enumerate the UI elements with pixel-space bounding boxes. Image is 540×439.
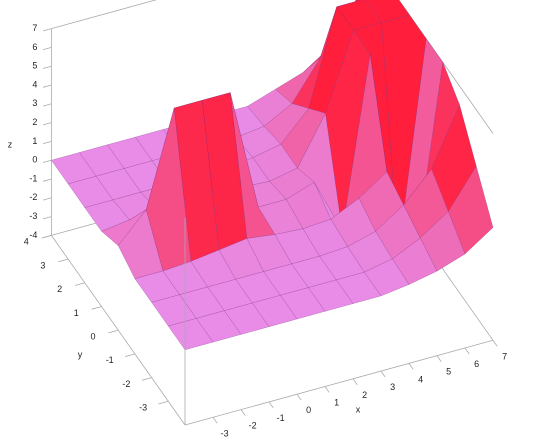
x-tick-label: -3 — [221, 428, 229, 438]
surface-cell — [419, 211, 466, 272]
x-tick-label: 4 — [418, 374, 423, 384]
x-tick — [464, 347, 470, 355]
surface-cell — [325, 29, 371, 232]
x-tick — [296, 393, 302, 401]
z-tick — [42, 122, 52, 126]
y-tick — [74, 282, 85, 286]
surface-cell — [106, 136, 153, 169]
z-tick — [42, 178, 52, 182]
x-tick — [212, 417, 218, 424]
surface-cell — [269, 167, 315, 200]
y-tick-label: 3 — [40, 260, 45, 270]
z-tick-label: 5 — [32, 61, 37, 71]
surface-cell — [381, 14, 427, 254]
surface-cell — [307, 279, 354, 312]
x-tick-label: 2 — [362, 390, 367, 400]
z-tick — [42, 103, 52, 107]
z-tick — [42, 84, 52, 88]
x-tick-label: -2 — [249, 421, 257, 431]
x-tick — [436, 355, 442, 362]
z-tick — [42, 159, 52, 163]
y-tick — [158, 400, 169, 405]
x-tick-label: 7 — [502, 351, 507, 361]
y-axis-label: y — [78, 349, 83, 359]
z-tick-label: 0 — [32, 155, 37, 165]
z-tick-label: -2 — [29, 192, 37, 202]
y-tick-label: 4 — [24, 237, 29, 247]
x-tick — [240, 409, 246, 416]
surface-cell — [274, 228, 320, 265]
surface-cell — [134, 270, 181, 303]
x-axis-label: x — [356, 404, 361, 414]
surface-cell — [336, 0, 382, 31]
y-tick — [58, 258, 69, 263]
surface-cell — [448, 165, 494, 255]
y-tick-label: 0 — [90, 332, 95, 342]
surface-cell — [78, 144, 125, 177]
z-tick — [42, 28, 52, 32]
surface-cell — [251, 295, 298, 327]
y-tick — [108, 329, 119, 334]
y-tick-label: -3 — [139, 403, 147, 413]
z-tick-label: 7 — [32, 23, 37, 33]
x-tick-label: 3 — [390, 382, 395, 392]
x-tick-label: 1 — [334, 397, 339, 407]
x-tick — [268, 401, 274, 409]
z-tick — [42, 47, 52, 51]
x-tick-label: 6 — [474, 359, 479, 369]
z-tick-label: 3 — [32, 98, 37, 108]
y-tick-label: -1 — [106, 355, 114, 365]
surface-cell — [167, 318, 214, 351]
surface-cell — [365, 0, 410, 23]
x-tick — [380, 370, 386, 378]
surface-cell — [358, 171, 404, 232]
y-tick-label: -2 — [122, 379, 130, 389]
z-tick-label: -4 — [29, 230, 37, 240]
surface-cell — [274, 58, 321, 104]
z-tick-label: 1 — [32, 136, 37, 146]
z-tick — [42, 141, 52, 145]
z-tick-label: 6 — [32, 42, 37, 52]
y-tick — [91, 306, 102, 310]
x-tick — [408, 363, 414, 370]
z-tick-label: 4 — [32, 79, 37, 89]
z-tick — [42, 235, 52, 239]
z-axis-label: z — [8, 139, 13, 149]
surface-cell — [195, 310, 242, 343]
x-tick-label: -1 — [277, 413, 285, 423]
surface-cell — [280, 108, 326, 169]
box-edge — [51, 0, 157, 29]
surface-cell — [50, 152, 97, 185]
z-tick-label: -3 — [29, 211, 37, 221]
surface-cell — [67, 175, 114, 208]
x-tick — [324, 386, 330, 393]
x-tick — [352, 378, 358, 385]
box-edge — [184, 339, 494, 426]
surface-cell — [391, 237, 438, 285]
surface-cell — [308, 6, 354, 114]
surface-cell — [335, 271, 382, 304]
z-tick-label: 2 — [32, 117, 37, 127]
surface-cell — [330, 197, 376, 247]
x-tick-label: 0 — [306, 405, 311, 415]
y-tick-label: 2 — [57, 284, 62, 294]
y-tick — [141, 377, 152, 381]
surface-cell — [279, 287, 326, 320]
x-tick — [492, 340, 498, 347]
z-tick — [42, 216, 52, 220]
y-tick — [124, 353, 136, 357]
z-tick-label: -1 — [29, 173, 37, 183]
surface-cell — [363, 258, 410, 297]
x-tick-label: 5 — [446, 367, 451, 377]
y-tick-label: 1 — [74, 308, 79, 318]
z-tick — [42, 197, 52, 201]
z-tick — [42, 65, 52, 69]
